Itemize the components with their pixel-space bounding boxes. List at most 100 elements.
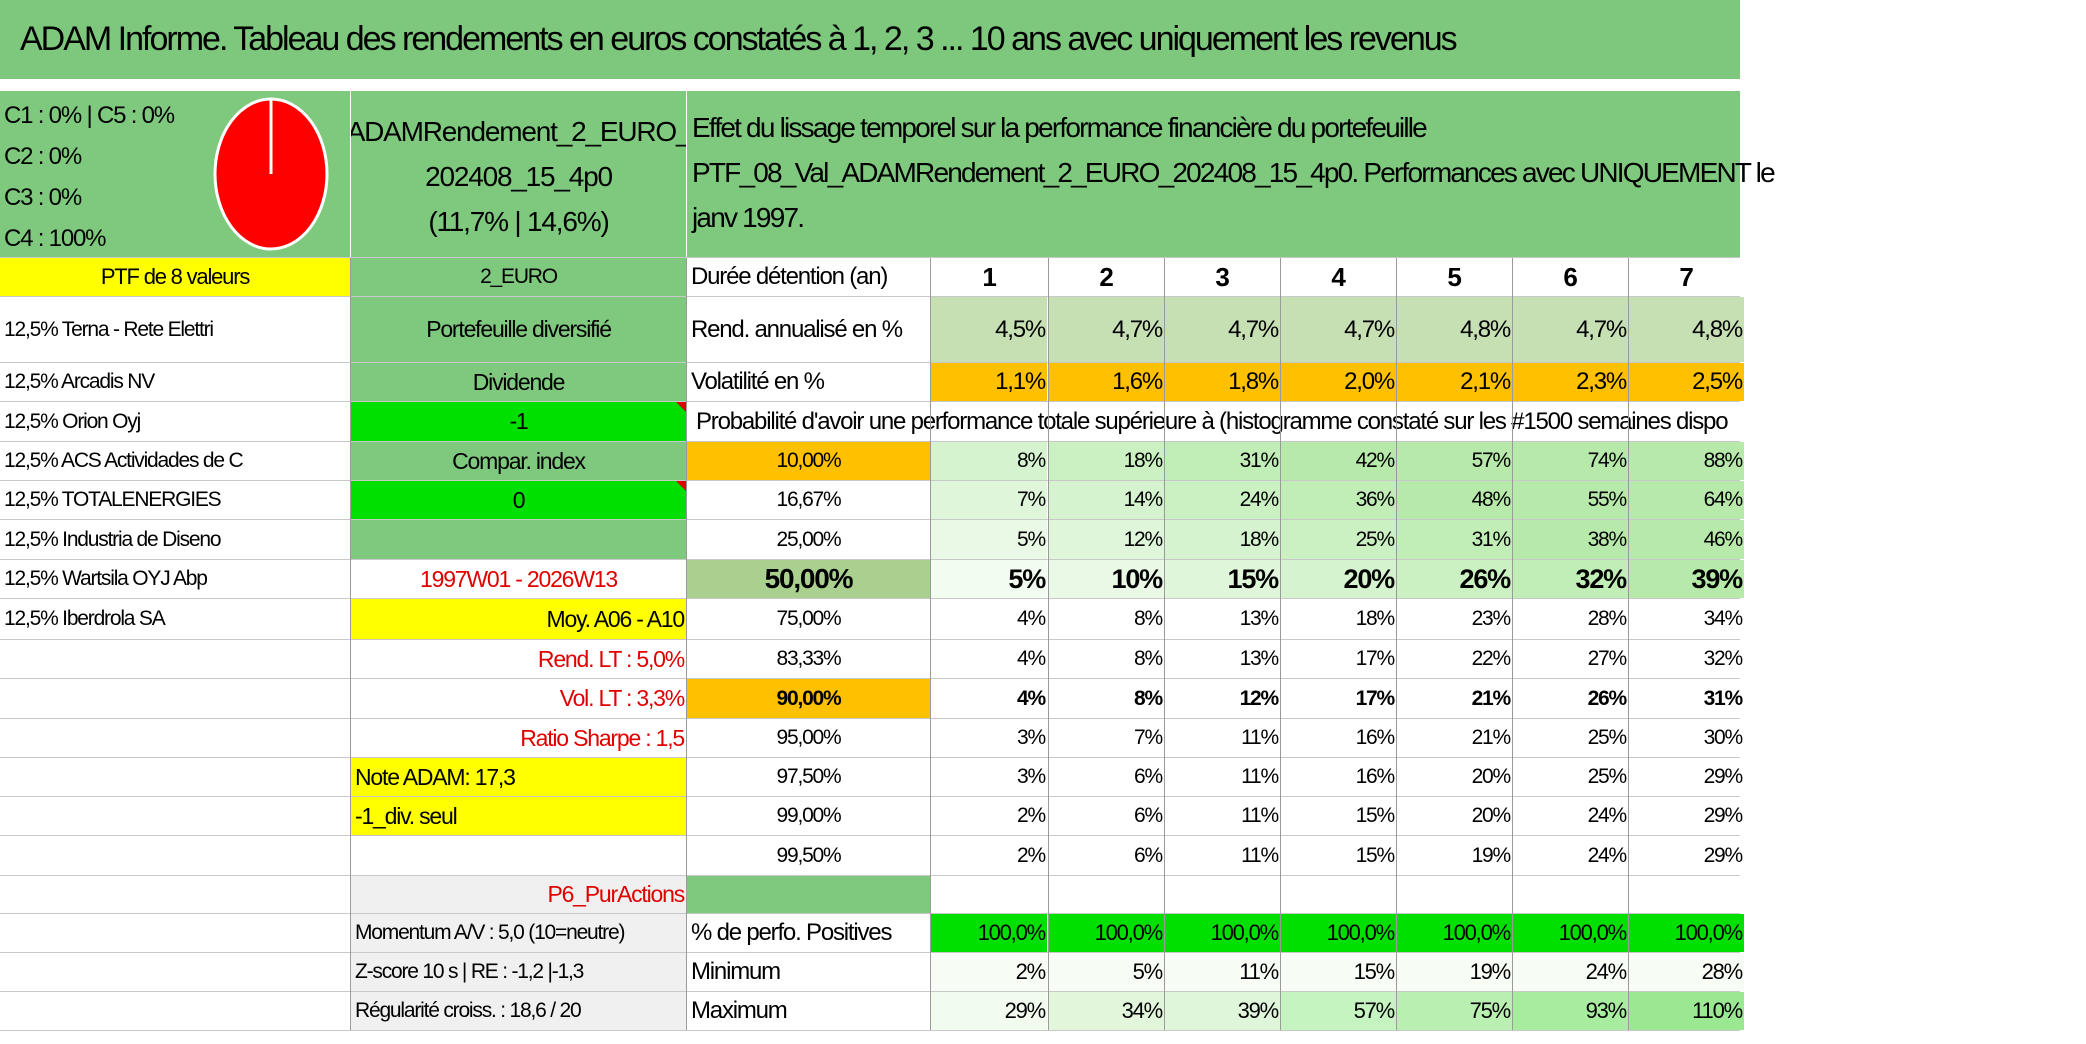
row-divider	[0, 441, 1740, 442]
positive-value: 100,0%	[1628, 914, 1744, 952]
fund-vol-lt: Vol. LT : 3,3%	[559, 685, 685, 711]
proba-threshold: 97,50%	[687, 758, 930, 796]
proba-value: 24%	[1512, 797, 1628, 835]
proba-value: 46%	[1628, 520, 1744, 559]
min-value: 5%	[1048, 953, 1164, 991]
proba-threshold: 83,33%	[687, 640, 930, 678]
column-divider	[1164, 258, 1165, 1030]
fund-momentum: Momentum A/V : 5,0 (10=neutre)	[351, 914, 686, 952]
column-divider	[1396, 258, 1397, 1030]
vol-value: 1,1%	[931, 363, 1047, 401]
proba-value: 6%	[1048, 797, 1164, 835]
positive-value: 100,0%	[1164, 914, 1280, 952]
proba-value: 30%	[1628, 719, 1744, 757]
holding-8: 12,5% Iberdrola SA	[4, 607, 166, 630]
column-divider	[350, 258, 351, 1030]
min-label: Minimum	[691, 958, 781, 985]
year-header: 2	[1099, 261, 1113, 292]
proba-value: 20%	[1280, 560, 1396, 598]
fund-panel	[351, 91, 686, 257]
fund-val1: -1	[351, 402, 686, 441]
fund-zscore: Z-score 10 s | RE : -1,2 |-1,3	[351, 953, 686, 991]
proba-value: 29%	[1628, 797, 1744, 835]
proba-threshold: 75,00%	[687, 599, 930, 639]
row-divider	[0, 718, 1740, 719]
fund-code: 2_EURO	[351, 258, 686, 296]
vol-label: Volatilité en %	[691, 368, 825, 395]
proba-value: 38%	[1512, 520, 1628, 559]
fund-moy: Moy. A06 - A10	[351, 599, 686, 639]
holding-4: 12,5% ACS Actividades de C	[4, 449, 244, 472]
proba-value: 25%	[1512, 758, 1628, 796]
vol-value: 2,5%	[1628, 363, 1744, 401]
pur-actions-green-cell	[687, 876, 930, 913]
proba-threshold: 99,50%	[687, 836, 930, 875]
ptf-header: PTF de 8 valeurs	[0, 258, 350, 296]
row-divider	[0, 991, 1740, 992]
proba-value: 15%	[1280, 836, 1396, 875]
proba-value: 19%	[1396, 836, 1512, 875]
max-value: 75%	[1396, 992, 1512, 1030]
min-value: 15%	[1280, 953, 1396, 991]
fund-val2-text: 0	[512, 486, 526, 513]
row-divider	[0, 1030, 1740, 1031]
min-value: 19%	[1396, 953, 1512, 991]
proba-value: 16%	[1280, 758, 1396, 796]
proba-value: 4%	[931, 599, 1047, 639]
proba-value: 4%	[931, 679, 1047, 718]
fund-income: Dividende	[351, 363, 686, 401]
proba-value: 18%	[1280, 599, 1396, 639]
holding-1: 12,5% Terna - Rete Elettri	[4, 317, 214, 341]
proba-value: 12%	[1164, 679, 1280, 718]
row-divider	[0, 913, 1740, 914]
holding-7: 12,5% Wartsila OYJ Abp	[4, 567, 208, 590]
proba-value: 29%	[1628, 758, 1744, 796]
fund-name-line2: 202408_15_4p0	[425, 161, 613, 192]
proba-value: 14%	[1048, 481, 1164, 519]
proba-threshold: 16,67%	[687, 481, 930, 519]
proba-value: 18%	[1164, 520, 1280, 559]
column-divider	[930, 258, 931, 1030]
vol-value: 1,8%	[1164, 363, 1280, 401]
fund-compar: Compar. index	[351, 442, 686, 480]
proba-value: 57%	[1396, 442, 1512, 480]
proba-value: 8%	[1048, 640, 1164, 678]
proba-value: 34%	[1628, 599, 1744, 639]
proba-value: 17%	[1280, 679, 1396, 718]
rend-label: Rend. annualisé en %	[691, 315, 903, 343]
proba-value: 88%	[1628, 442, 1744, 480]
year-header: 5	[1447, 261, 1461, 292]
proba-threshold: 99,00%	[687, 797, 930, 835]
min-value: 11%	[1164, 953, 1280, 991]
vol-value: 2,1%	[1396, 363, 1512, 401]
positive-value: 100,0%	[1048, 914, 1164, 952]
proba-value: 11%	[1164, 797, 1280, 835]
vol-value: 1,6%	[1048, 363, 1164, 401]
proba-value: 7%	[931, 481, 1047, 519]
row-divider	[0, 296, 1740, 297]
proba-value: 24%	[1164, 481, 1280, 519]
proba-value: 29%	[1628, 836, 1744, 875]
effect-title-line2: PTF_08_Val_ADAMRendement_2_EURO_202408_1…	[692, 157, 1776, 188]
row-divider	[0, 796, 1740, 797]
max-value: 39%	[1164, 992, 1280, 1030]
fund-val2: 0	[351, 481, 686, 519]
report-title: ADAM Informe. Tableau des rendements en …	[0, 0, 1740, 79]
proba-value: 11%	[1164, 836, 1280, 875]
vol-value: 2,3%	[1512, 363, 1628, 401]
proba-value: 7%	[1048, 719, 1164, 757]
allocation-pie-chart	[213, 97, 329, 251]
proba-value: 32%	[1628, 640, 1744, 678]
proba-value: 74%	[1512, 442, 1628, 480]
holding-6: 12,5% Industria de Diseno	[4, 527, 222, 551]
proba-value: 16%	[1280, 719, 1396, 757]
effect-title-line3: janv 1997.	[692, 202, 805, 233]
proba-value: 21%	[1396, 719, 1512, 757]
row-divider	[0, 757, 1740, 758]
fund-sharpe: Ratio Sharpe : 1,5	[520, 724, 685, 751]
holding-3: 12,5% Orion Oyj	[4, 409, 141, 433]
proba-title: Probabilité d'avoir une performance tota…	[696, 407, 1729, 435]
rend-value: 4,8%	[1628, 297, 1744, 362]
proba-value: 13%	[1164, 599, 1280, 639]
proba-value: 55%	[1512, 481, 1628, 519]
